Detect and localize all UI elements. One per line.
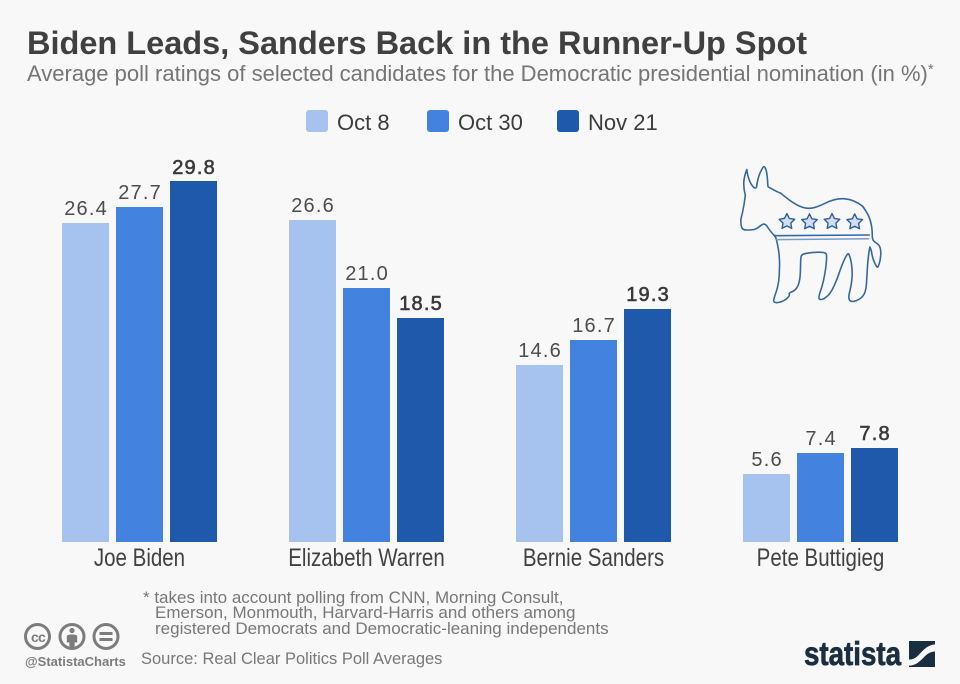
svg-text:statista: statista <box>804 635 902 672</box>
svg-text:cc: cc <box>31 629 46 645</box>
